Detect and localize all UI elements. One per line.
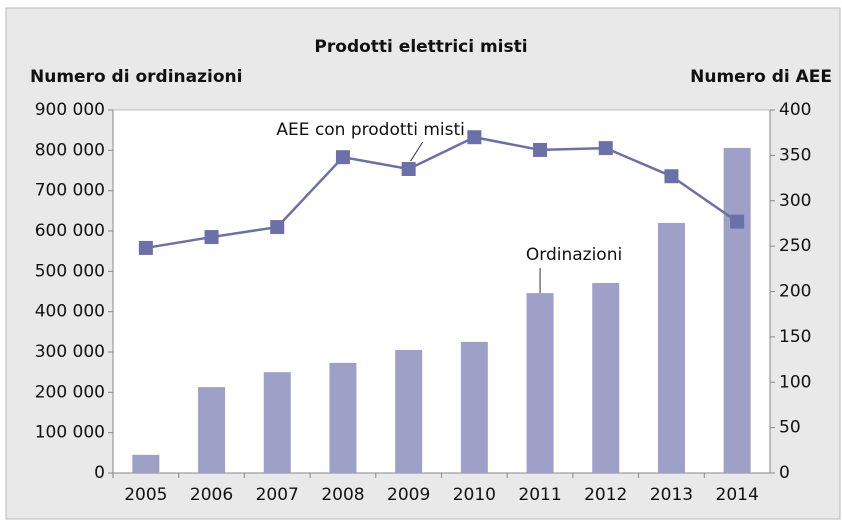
x-tick-label: 2009 — [387, 485, 430, 505]
bar — [263, 372, 291, 473]
marker — [664, 169, 679, 184]
y2-tick-label: 100 — [779, 372, 811, 392]
y2-tick-label: 250 — [779, 236, 811, 256]
marker — [598, 141, 613, 156]
x-tick-label: 2011 — [518, 485, 561, 505]
bar — [395, 349, 423, 473]
bar — [657, 222, 685, 473]
marker — [401, 161, 416, 176]
y2-tick-label: 50 — [779, 418, 801, 438]
x-tick-label: 2008 — [321, 485, 364, 505]
y2-tick-label: 0 — [779, 463, 790, 483]
y2-tick-label: 400 — [779, 100, 811, 120]
leader-line — [410, 141, 424, 162]
y2-tick-label: 300 — [779, 191, 811, 211]
y2-tick-label: 150 — [779, 327, 811, 347]
marker — [270, 220, 285, 235]
marker — [533, 142, 548, 157]
y2-tick-label: 350 — [779, 145, 811, 165]
y-tick-label: 300 000 — [35, 342, 105, 362]
x-tick-label: 2005 — [124, 485, 167, 505]
marker — [467, 130, 482, 145]
bar — [526, 293, 554, 473]
marker — [204, 230, 219, 245]
y2-axis-label: Numero di AEE — [690, 67, 832, 87]
series-annotation: AEE con prodotti misti — [276, 120, 464, 140]
y-axis-label: Numero di ordinazioni — [30, 67, 242, 87]
y-tick-label: 400 000 — [35, 302, 105, 322]
y-tick-label: 500 000 — [35, 261, 105, 281]
chart-title: Prodotti elettrici misti — [314, 37, 527, 57]
y-tick-label: 200 000 — [35, 382, 105, 402]
bar — [132, 454, 160, 473]
y-tick-label: 600 000 — [35, 221, 105, 241]
x-tick-label: 2010 — [453, 485, 496, 505]
bar — [329, 362, 357, 473]
x-tick-label: 2014 — [716, 485, 759, 505]
y2-tick-label: 200 — [779, 282, 811, 302]
series-annotation: Ordinazioni — [526, 245, 622, 265]
y-tick-label: 900 000 — [35, 100, 105, 120]
x-tick-label: 2012 — [584, 485, 627, 505]
x-tick-label: 2006 — [190, 485, 233, 505]
bar — [198, 387, 226, 473]
bar — [592, 283, 620, 473]
y-tick-label: 100 000 — [35, 423, 105, 443]
marker — [730, 214, 745, 229]
bar — [460, 341, 488, 473]
line — [145, 135, 738, 250]
y-tick-label: 0 — [94, 463, 105, 483]
marker — [335, 150, 350, 165]
x-tick-label: 2007 — [256, 485, 299, 505]
marker — [138, 240, 153, 255]
y-tick-label: 700 000 — [35, 181, 105, 201]
bar — [723, 147, 751, 473]
x-tick-label: 2013 — [650, 485, 693, 505]
y-tick-label: 800 000 — [35, 140, 105, 160]
